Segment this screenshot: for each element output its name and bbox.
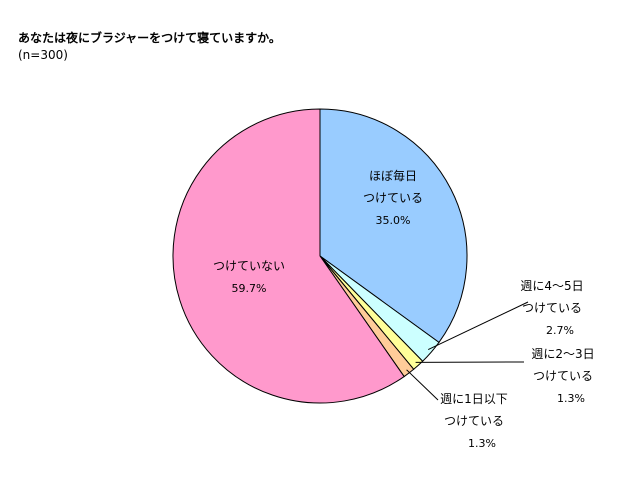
pie-slice-0 bbox=[319, 108, 468, 344]
slice-label-2-line-0: 週に2〜3日 bbox=[531, 347, 594, 361]
pie-slice-4 bbox=[172, 108, 405, 404]
leader-line-3 bbox=[406, 369, 439, 401]
slice-label-4-line-0: つけていない bbox=[213, 259, 285, 273]
leader-line-1 bbox=[427, 301, 529, 351]
slice-value-label-4: 59.7% bbox=[232, 282, 267, 295]
slice-label-0-line-1: つけている bbox=[363, 191, 423, 205]
slice-label-3-line-0: 週に1日以下 bbox=[440, 392, 508, 406]
chart-subtitle: (n=300) bbox=[18, 48, 68, 62]
slice-value-label-1: 2.7% bbox=[546, 324, 574, 337]
chart-title: あなたは夜にブラジャーをつけて寝ていますか。 bbox=[18, 31, 281, 45]
slice-label-0-line-0: ほぼ毎日 bbox=[369, 168, 417, 183]
slice-label-2-line-1: つけている bbox=[533, 369, 593, 383]
slice-value-label-3: 1.3% bbox=[468, 437, 496, 450]
slice-value-label-0: 35.0% bbox=[376, 214, 411, 227]
slice-value-label-2: 1.3% bbox=[557, 392, 585, 405]
slice-label-3-line-1: つけている bbox=[444, 414, 504, 428]
slice-label-1-line-0: 週に4〜5日 bbox=[520, 279, 583, 293]
slice-label-1-line-1: つけている bbox=[522, 301, 582, 315]
